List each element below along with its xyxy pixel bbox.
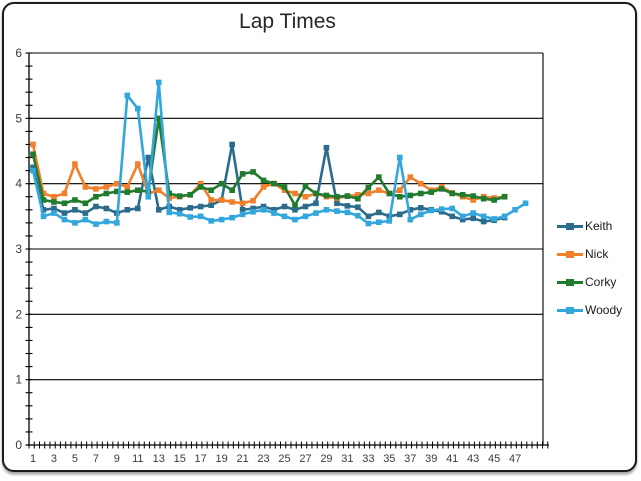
legend-item-corky[interactable]: Corky	[557, 268, 637, 296]
svg-text:1: 1	[30, 453, 36, 465]
svg-text:43: 43	[467, 453, 479, 465]
svg-text:5: 5	[15, 111, 22, 125]
woody-series-marker-icon	[557, 306, 583, 315]
svg-text:1: 1	[15, 373, 22, 387]
svg-text:7: 7	[93, 453, 99, 465]
legend-label: Keith	[585, 219, 613, 233]
svg-text:23: 23	[257, 453, 269, 465]
svg-text:13: 13	[153, 453, 165, 465]
svg-text:21: 21	[236, 453, 248, 465]
svg-text:45: 45	[488, 453, 500, 465]
legend-label: Nick	[585, 247, 609, 261]
svg-text:3: 3	[15, 242, 22, 256]
svg-text:15: 15	[174, 453, 186, 465]
svg-text:9: 9	[114, 453, 120, 465]
svg-text:3: 3	[51, 453, 57, 465]
svg-text:2: 2	[15, 307, 22, 321]
legend-item-woody[interactable]: Woody	[557, 296, 637, 324]
svg-text:4: 4	[15, 177, 22, 191]
svg-text:17: 17	[195, 453, 207, 465]
svg-text:29: 29	[320, 453, 332, 465]
nick-series-marker-icon	[557, 250, 583, 259]
svg-text:25: 25	[278, 453, 290, 465]
svg-text:11: 11	[132, 453, 143, 465]
svg-text:6: 6	[15, 46, 22, 60]
svg-text:19: 19	[216, 453, 228, 465]
legend-item-keith[interactable]: Keith	[557, 212, 637, 240]
keith-series-marker-icon	[557, 222, 583, 231]
legend-item-nick[interactable]: Nick	[557, 240, 637, 268]
chart-frame	[2, 2, 637, 472]
svg-text:27: 27	[299, 453, 311, 465]
svg-text:33: 33	[362, 453, 374, 465]
svg-text:37: 37	[404, 453, 416, 465]
svg-text:39: 39	[425, 453, 437, 465]
chart-title: Lap Times	[239, 10, 336, 33]
legend-label: Corky	[585, 275, 617, 289]
legend-label: Woody	[585, 303, 623, 317]
legend: Keith Nick Corky Woody	[557, 212, 637, 324]
svg-text:0: 0	[15, 438, 22, 452]
svg-text:41: 41	[446, 453, 458, 465]
svg-text:35: 35	[383, 453, 395, 465]
corky-series-marker-icon	[557, 278, 583, 287]
svg-text:31: 31	[341, 453, 353, 465]
svg-text:47: 47	[509, 453, 521, 465]
svg-text:5: 5	[72, 453, 78, 465]
